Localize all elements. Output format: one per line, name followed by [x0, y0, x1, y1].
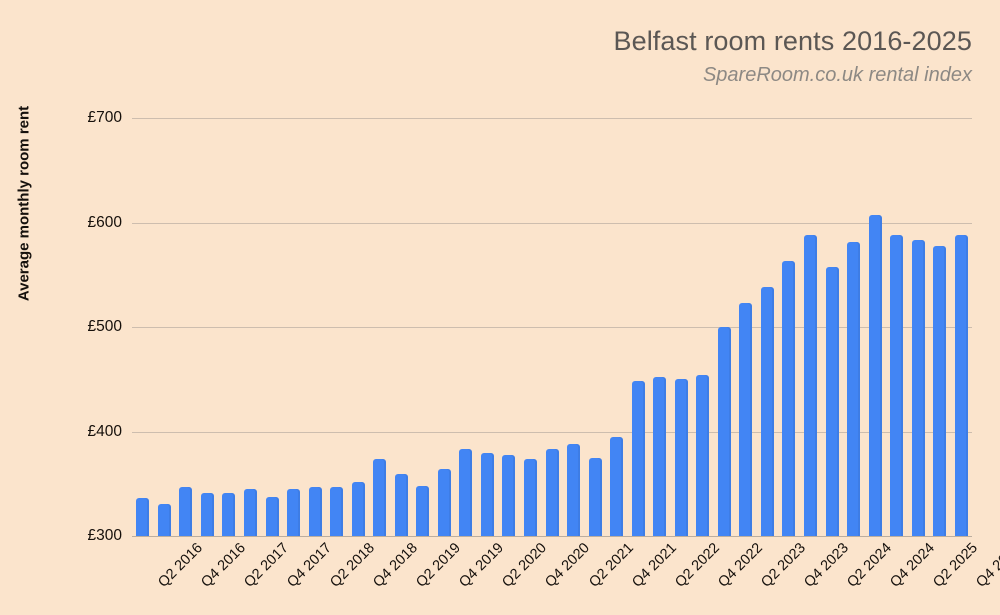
- x-axis-tick-label: Q4 2021: [628, 540, 680, 591]
- gridline: [132, 327, 972, 328]
- chart-title: Belfast room rents 2016-2025: [613, 26, 972, 56]
- bar: [437, 469, 451, 536]
- bar: [179, 486, 193, 536]
- bar: [610, 436, 624, 536]
- bar: [394, 474, 408, 536]
- bar: [416, 485, 430, 536]
- x-axis-tick-label: Q4 2022: [715, 540, 766, 591]
- bar: [631, 381, 645, 536]
- y-axis-tick-label: £300: [87, 527, 122, 544]
- gridline: [132, 536, 972, 537]
- bar: [265, 497, 279, 536]
- chart-subtitle: SpareRoom.co.uk rental index: [702, 64, 972, 86]
- bar: [330, 486, 344, 536]
- x-axis-tick-label: Q2 2021: [585, 540, 637, 591]
- bar: [243, 488, 257, 536]
- bar: [222, 493, 236, 536]
- bar: [373, 458, 387, 536]
- bar: [911, 240, 925, 536]
- bar: [480, 453, 494, 536]
- x-axis-tick-label: Q2 2025: [930, 540, 982, 591]
- bar: [459, 449, 473, 536]
- x-axis-tick-label: Q4 2019: [456, 540, 508, 591]
- x-axis-tick-label: Q2 2022: [671, 540, 723, 591]
- x-axis-tick-label: Q2 2016: [155, 540, 206, 591]
- plot-area: £700 £600 £500 £400 £300: [88, 109, 972, 544]
- x-axis-tick-label: Q2 2017: [241, 540, 292, 591]
- bar: [890, 235, 904, 536]
- bar: [847, 242, 861, 536]
- bar: [825, 267, 839, 536]
- x-axis-tick-label: Q2 2023: [758, 540, 809, 591]
- gridline: [132, 431, 972, 433]
- bar: [933, 245, 947, 536]
- bar: [287, 488, 301, 536]
- y-axis-title: Average monthly room rent: [15, 105, 33, 302]
- x-axis-tick-label: Q4 2017: [284, 540, 335, 591]
- bar: [567, 444, 581, 536]
- x-axis-tick-label: Q4 2018: [370, 540, 422, 591]
- bar: [157, 503, 171, 536]
- y-axis-tick-label: £500: [87, 318, 122, 335]
- x-axis-tick-label: Q4 2024: [887, 540, 939, 591]
- bar: [308, 486, 322, 536]
- x-axis-tick-label: Q4 2020: [542, 540, 594, 591]
- y-axis-tick-label: £600: [87, 213, 122, 231]
- x-axis-labels: Q2 2016 Q4 2016 Q2 2017 Q4 2017 Q2 2018 Q4 20…: [132, 540, 1000, 615]
- bar-series: [132, 118, 972, 536]
- bar: [200, 493, 214, 536]
- bar: [696, 375, 710, 536]
- bar: [653, 377, 667, 536]
- bar: [545, 449, 559, 536]
- bar: [136, 498, 150, 536]
- x-axis-tick-label: Q2 2018: [327, 540, 379, 591]
- bar: [760, 287, 774, 536]
- bar: [739, 302, 753, 536]
- bar: [523, 458, 537, 536]
- x-axis-tick-label: Q2 2024: [844, 540, 895, 591]
- bar: [782, 261, 796, 536]
- bar: [351, 481, 365, 536]
- bar: [674, 379, 688, 536]
- x-axis-tick-label: Q4 2023: [801, 540, 852, 591]
- bar: [502, 454, 516, 536]
- bar: [717, 327, 731, 536]
- bar: [868, 215, 882, 536]
- bar: [803, 235, 817, 536]
- bar: [588, 457, 602, 536]
- bar: [954, 235, 968, 536]
- y-axis-tick-label: £700: [87, 109, 122, 126]
- x-axis-tick-label: Q4 2016: [198, 540, 249, 591]
- gridline: [132, 222, 972, 224]
- gridline: [132, 118, 972, 119]
- x-axis-tick-label: Q2 2019: [413, 540, 465, 591]
- y-axis-tick-label: £400: [87, 422, 122, 440]
- x-axis-tick-label: Q2 2020: [499, 540, 551, 591]
